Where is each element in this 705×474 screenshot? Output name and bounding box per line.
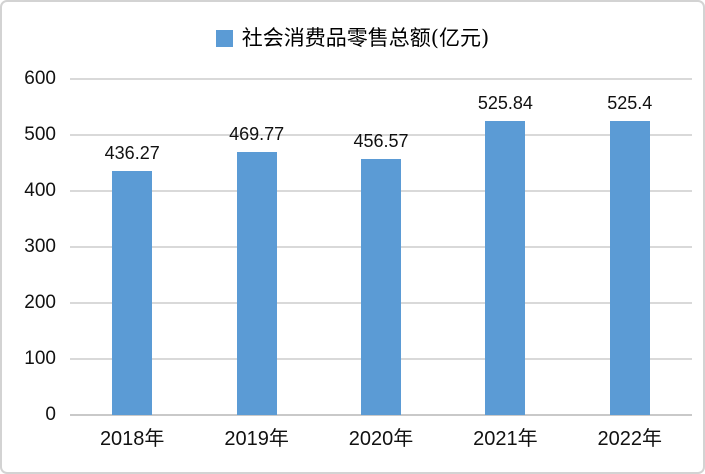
y-axis-tick-label: 600 <box>24 68 56 89</box>
plot-area: 0 100 200 300 400 500 600 436.27 2018年 469.77 2019… <box>24 69 692 450</box>
y-axis-tick-label: 400 <box>24 180 56 201</box>
legend-marker-square-icon <box>215 30 233 48</box>
y-axis-tick-label: 500 <box>24 124 56 145</box>
bar-2022年 <box>609 120 650 415</box>
x-axis-tick-label: 2018年 <box>99 428 165 450</box>
y-axis-tick-label: 100 <box>24 348 56 369</box>
y-axis-tick-label: 300 <box>24 236 56 257</box>
x-axis-tick-label: 2019年 <box>224 428 289 450</box>
x-axis-line <box>70 414 692 416</box>
gridline <box>70 134 692 136</box>
data-label: 525.84 <box>477 92 533 113</box>
data-label: 525.4 <box>607 92 653 113</box>
y-axis-tick-label: 0 <box>45 404 56 425</box>
bar-2021年 <box>485 120 526 415</box>
x-axis-tick-label: 2022年 <box>597 428 663 450</box>
data-label: 436.27 <box>104 142 160 163</box>
bar-2020年 <box>361 159 401 415</box>
gridline <box>70 78 692 80</box>
bar-2019年 <box>236 151 277 415</box>
y-axis-tick-label: 200 <box>24 292 56 313</box>
bar-2018年 <box>112 170 153 415</box>
chart-legend: 社会消费品零售总额(亿元) <box>2 26 703 51</box>
data-label: 469.77 <box>229 123 285 144</box>
legend-series-label: 社会消费品零售总额(亿元) <box>241 26 490 50</box>
x-axis-tick-label: 2020年 <box>348 428 414 450</box>
data-label: 456.57 <box>353 131 409 152</box>
x-axis-tick-label: 2021年 <box>473 428 538 450</box>
